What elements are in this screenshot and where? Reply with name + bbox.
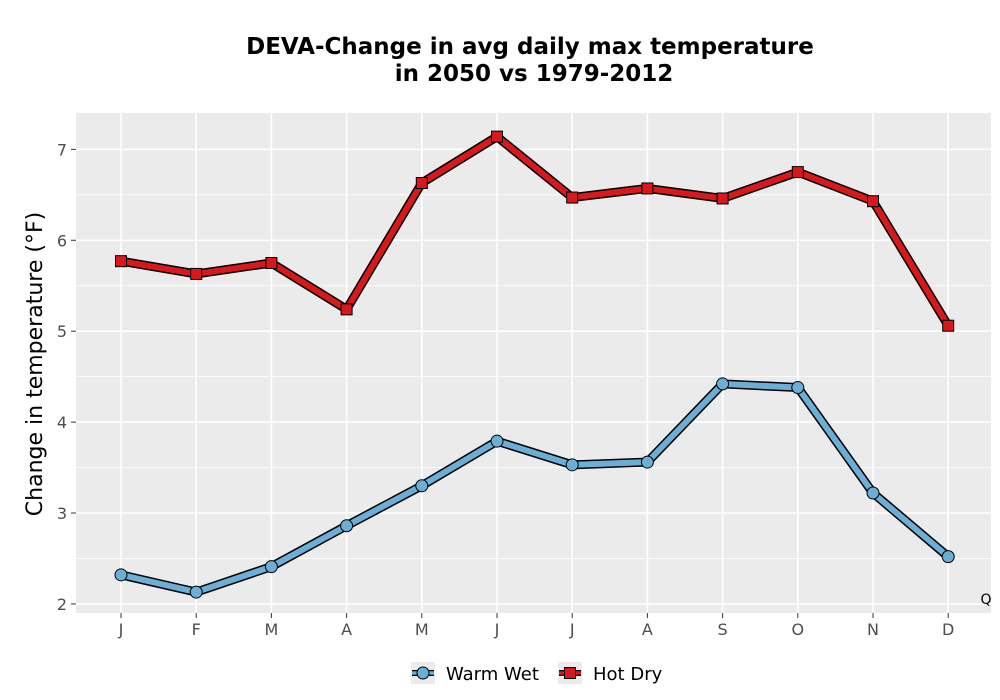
data-point — [716, 377, 730, 391]
legend-label: Hot Dry — [593, 664, 663, 685]
y-tick-label: 2 — [57, 595, 67, 614]
legend-item: Hot Dry — [558, 662, 663, 685]
x-tick-label: A — [642, 620, 653, 639]
corner-label: Q — [980, 592, 991, 608]
x-tick-label: A — [341, 620, 352, 639]
legend-item: Warm Wet — [411, 662, 539, 685]
data-point — [415, 177, 428, 189]
data-point — [115, 255, 127, 268]
data-point — [340, 303, 353, 316]
x-tick-label: M — [415, 620, 429, 639]
series-lines — [114, 130, 955, 599]
series-line — [118, 380, 952, 596]
y-tick-label: 4 — [57, 413, 67, 432]
data-point — [340, 519, 354, 533]
x-tick-label: N — [867, 620, 879, 639]
legend-marker — [564, 667, 576, 679]
data-point — [265, 257, 278, 269]
data-point — [114, 568, 128, 582]
y-tick-label: 5 — [57, 322, 67, 341]
plot-panel — [76, 113, 991, 613]
series-0 — [114, 377, 955, 599]
data-point — [791, 166, 804, 179]
data-point — [641, 182, 654, 195]
data-point — [490, 434, 504, 448]
data-point — [491, 130, 503, 143]
data-point — [566, 191, 579, 204]
data-point — [791, 381, 805, 395]
data-point — [565, 458, 579, 472]
x-tick-label: J — [569, 620, 575, 639]
y-axis-ticks: 2 3 4 5 6 7 — [57, 140, 76, 614]
data-point — [415, 479, 429, 493]
y-tick-label: 3 — [57, 504, 67, 523]
series-line — [118, 133, 952, 329]
legend-label: Warm Wet — [446, 664, 539, 685]
y-tick-label: 6 — [57, 231, 67, 250]
series-1 — [115, 130, 955, 332]
x-tick-label: M — [264, 620, 278, 639]
chart-title-line2: in 2050 vs 1979-2012 — [395, 61, 674, 87]
data-point — [941, 550, 955, 564]
x-tick-label: S — [718, 620, 728, 639]
data-point — [866, 486, 880, 500]
data-point — [264, 560, 278, 574]
data-point — [640, 455, 654, 469]
x-tick-label: D — [942, 620, 954, 639]
legend-marker — [416, 666, 430, 680]
x-tick-label: O — [792, 620, 805, 639]
data-point — [189, 585, 203, 599]
y-axis-label: Change in temperature (°F) — [23, 212, 48, 516]
legend: Warm Wet Hot Dry — [411, 662, 663, 685]
y-tick-label: 7 — [57, 140, 67, 159]
x-tick-label: J — [118, 620, 124, 639]
x-tick-label: F — [192, 620, 201, 639]
data-point — [190, 267, 203, 280]
data-point — [942, 319, 955, 332]
x-tick-label: J — [494, 620, 500, 639]
grid-lines — [76, 113, 991, 613]
chart-title-line1: DEVA-Change in avg daily max temperature — [246, 34, 814, 60]
data-point — [867, 195, 879, 208]
data-point — [716, 192, 729, 205]
